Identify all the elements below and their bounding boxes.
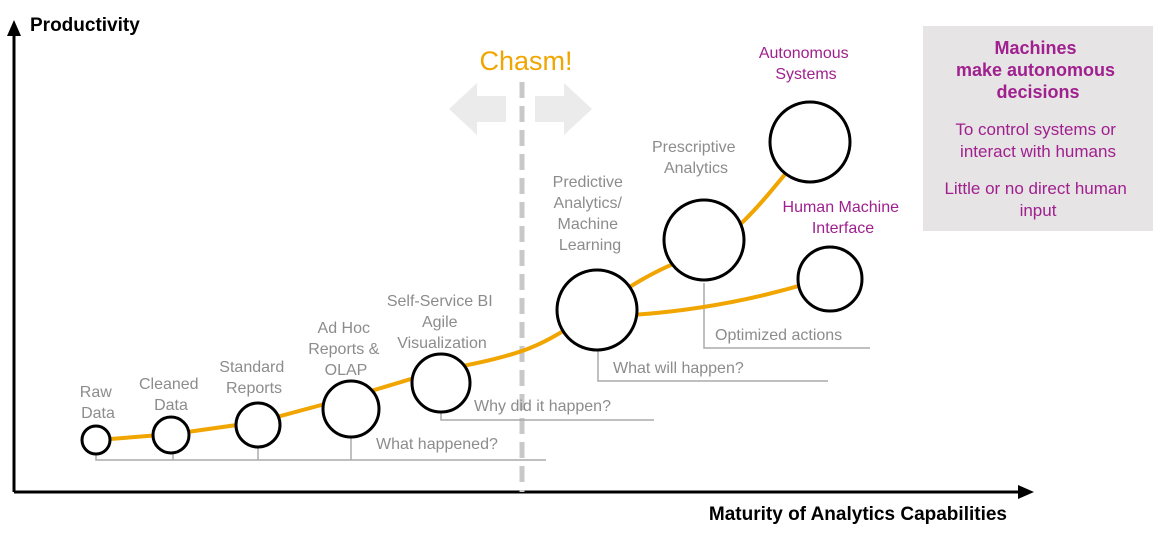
x-axis-arrowhead [1018,485,1034,499]
stage-label-autonomous: Autonomous Systems [759,45,853,83]
stage-circle-cleaned-data [151,415,191,455]
stage-circle-prescriptive [662,198,746,282]
chasm-right-arrow [535,83,592,135]
x-axis-title: Maturity of Analytics Capabilities [709,504,1007,525]
question-what-happened: What happened? [376,436,498,453]
panel-input-text: Little or no direct human input [944,179,1131,220]
bracket-why [440,412,654,421]
stage-circle-autonomous [768,100,852,184]
info-panel [923,26,1153,231]
stage-circle-self-service [410,352,472,414]
bracket-optimized [703,283,870,349]
stage-label-human-machine: Human Machine Interface [783,199,904,237]
question-what-will: What will happen? [613,360,744,377]
stage-circle-standard-reports [234,401,282,449]
panel-control-text: To control systems or interact with huma… [955,120,1120,161]
stage-label-standard-reports: Standard Reports [219,359,288,397]
y-axis-title: Productivity [30,15,140,36]
stage-circle-predictive [555,268,639,352]
chasm-label: Chasm! [479,46,572,76]
panel-title: Machines make autonomous decisions [956,38,1120,102]
stage-label-ad-hoc: Ad Hoc Reports & OLAP [308,320,384,379]
y-axis-arrowhead [7,20,21,36]
chasm-left-arrow [449,83,506,135]
question-why: Why did it happen? [474,398,611,415]
stage-circle-human-machine [796,245,864,313]
question-optimized: Optimized actions [715,327,842,344]
stage-label-predictive: Predictive Analytics/ Machine Learning [553,174,628,254]
stage-label-prescriptive: Prescriptive Analytics [652,139,740,177]
stage-circle-ad-hoc [321,379,381,439]
stage-label-self-service: Self-Service BI Agile Visualization [387,293,497,352]
stage-circle-raw-data [80,424,112,456]
stage-label-raw-data: Raw Data [80,384,116,422]
hmi-branch-curve [631,280,813,317]
bracket-what-will [597,350,828,382]
stage-label-cleaned-data: Cleaned Data [139,376,203,414]
